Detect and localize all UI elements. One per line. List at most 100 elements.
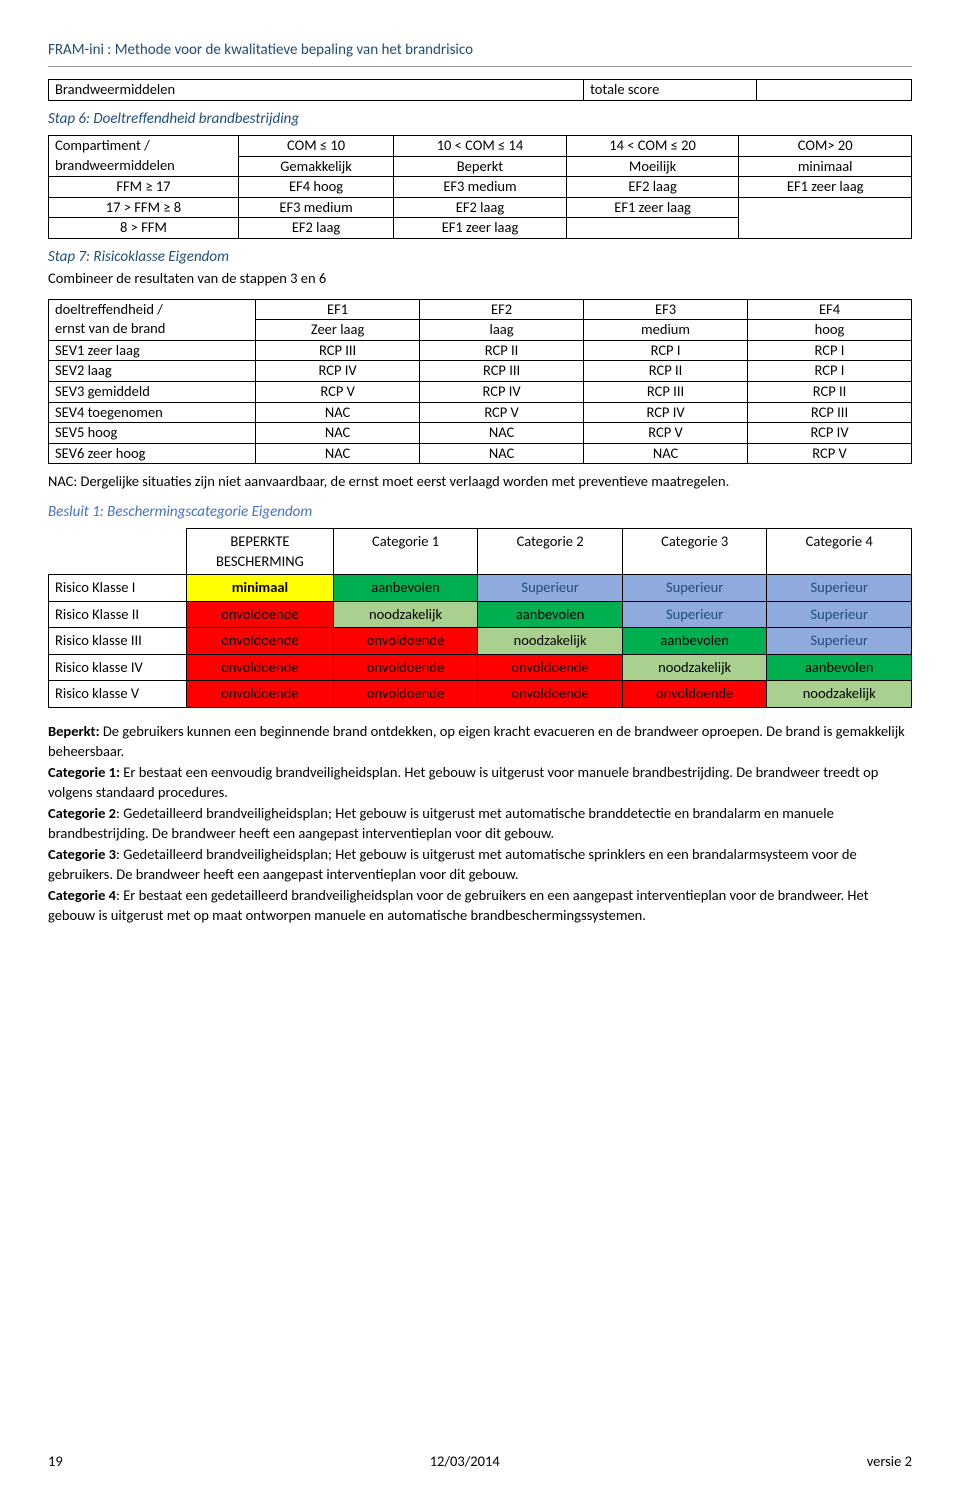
cell: noodzakelijk [333, 601, 478, 628]
definition-text: : Gedetailleerd brandveiligheidsplan; He… [48, 804, 834, 842]
cell: RCP II [420, 340, 584, 361]
cell: Gemakkelijk [238, 156, 393, 177]
table-step7: doeltreffendheid / ernst van de brand EF… [48, 299, 912, 465]
nac-note: NAC: Dergelijke situaties zijn niet aanv… [48, 472, 912, 492]
cell: onvoldoende [333, 654, 478, 681]
table-row: SEV4 toegenomenNACRCP VRCP IVRCP III [49, 402, 912, 423]
cell: onvoldoende [187, 681, 334, 708]
cell: noodzakelijk [767, 681, 912, 708]
cell-row-label: Risico klasse III [49, 628, 187, 655]
cell: laag [420, 320, 584, 341]
cell: Categorie 1 [333, 529, 478, 575]
cell: Compartiment / brandweermiddelen [49, 136, 239, 177]
cell-text: Compartiment / [55, 136, 150, 154]
table-row: doeltreffendheid / ernst van de brand EF… [49, 299, 912, 320]
cell: onvoldoende [622, 681, 767, 708]
cell: EF2 laag [566, 177, 739, 198]
cell: noodzakelijk [478, 628, 623, 655]
footer-page: 19 [48, 1452, 63, 1472]
cell: 17 > FFM ≥ 8 [49, 197, 239, 218]
cell: EF3 medium [238, 197, 393, 218]
cell: NAC [256, 402, 420, 423]
cell: RCP III [420, 361, 584, 382]
cell: aanbevolen [333, 575, 478, 602]
cell: onvoldoende [333, 628, 478, 655]
document-header: FRAM-ini : Methode voor de kwalitatieve … [48, 40, 912, 67]
table-brandweermiddelen: Brandweermiddelen totale score [48, 79, 912, 101]
cell-text: brandweermiddelen [55, 156, 175, 174]
definition-text: : Gedetailleerd brandveiligheidsplan; He… [48, 845, 857, 883]
cell: NAC [256, 443, 420, 464]
cell: aanbevolen [478, 601, 623, 628]
cell: RCP III [256, 340, 420, 361]
cell: Categorie 3 [622, 529, 767, 575]
cell: totale score [584, 80, 757, 101]
cell: EF1 [256, 299, 420, 320]
table-row: SEV5 hoogNACNACRCP VRCP IV [49, 423, 912, 444]
cell: RCP III [748, 402, 912, 423]
cell: BEPERKTE BESCHERMING [187, 529, 334, 575]
cell: EF3 [584, 299, 748, 320]
step7-heading: Stap 7: Risicoklasse Eigendom [48, 247, 912, 267]
cell: SEV2 laag [49, 361, 256, 382]
cell: onvoldoende [333, 681, 478, 708]
cell [739, 197, 912, 238]
cell: EF3 medium [394, 177, 567, 198]
cell: 10 < COM ≤ 14 [394, 136, 567, 157]
cell: Moeilijk [566, 156, 739, 177]
cell: EF4 hoog [238, 177, 393, 198]
cell: RCP I [748, 340, 912, 361]
definition-text: Er bestaat een eenvoudig brandveiligheid… [48, 763, 878, 801]
cell: EF1 zeer laag [394, 218, 567, 239]
step6-heading: Stap 6: Doeltreffendheid brandbestrijdin… [48, 109, 912, 129]
cell: Superieur [622, 575, 767, 602]
definition-item: Categorie 4: Er bestaat een gedetailleer… [48, 886, 912, 925]
cell [49, 529, 187, 575]
cell: noodzakelijk [622, 654, 767, 681]
cell: RCP IV [420, 381, 584, 402]
cell: Superieur [767, 601, 912, 628]
cell-row-label: Risico klasse IV [49, 654, 187, 681]
table-row: Risico klasse IVonvoldoendeonvoldoendeon… [49, 654, 912, 681]
table-row: 17 > FFM ≥ 8 EF3 medium EF2 laag EF1 zee… [49, 197, 912, 218]
cell: RCP V [256, 381, 420, 402]
cell: Zeer laag [256, 320, 420, 341]
cell: SEV3 gemiddeld [49, 381, 256, 402]
cell: minimaal [739, 156, 912, 177]
cell: RCP III [584, 381, 748, 402]
cell: doeltreffendheid / ernst van de brand [49, 299, 256, 340]
cell: onvoldoende [478, 681, 623, 708]
table-row: Compartiment / brandweermiddelen COM ≤ 1… [49, 136, 912, 157]
definition-term: Categorie 3 [48, 845, 116, 863]
cell: Superieur [478, 575, 623, 602]
table-row: Risico Klasse IIonvoldoendenoodzakelijka… [49, 601, 912, 628]
cell: Superieur [767, 575, 912, 602]
cell: NAC [420, 443, 584, 464]
cell: FFM ≥ 17 [49, 177, 239, 198]
definition-item: Categorie 2: Gedetailleerd brandveilighe… [48, 804, 912, 843]
cell: RCP I [748, 361, 912, 382]
cell-row-label: Risico klasse V [49, 681, 187, 708]
step7-subtext: Combineer de resultaten van de stappen 3… [48, 269, 912, 289]
cell: EF4 [748, 299, 912, 320]
cell: RCP I [584, 340, 748, 361]
cell: 8 > FFM [49, 218, 239, 239]
cell: SEV6 zeer hoog [49, 443, 256, 464]
cell: SEV4 toegenomen [49, 402, 256, 423]
table-row: BEPERKTE BESCHERMING Categorie 1 Categor… [49, 529, 912, 575]
definitions-block: Beperkt: De gebruikers kunnen een beginn… [48, 722, 912, 926]
cell-text: ernst van de brand [55, 319, 165, 337]
cell: RCP V [748, 443, 912, 464]
cell: RCP II [584, 361, 748, 382]
cell: EF1 zeer laag [566, 197, 739, 218]
cell: onvoldoende [187, 654, 334, 681]
cell: RCP V [420, 402, 584, 423]
definition-term: Categorie 2 [48, 804, 116, 822]
cell [756, 80, 911, 101]
cell: EF2 laag [238, 218, 393, 239]
cell: Superieur [622, 601, 767, 628]
table-step6: Compartiment / brandweermiddelen COM ≤ 1… [48, 135, 912, 239]
table-row: Risico klasse Vonvoldoendeonvoldoendeonv… [49, 681, 912, 708]
table-row: SEV1 zeer laagRCP IIIRCP IIRCP IRCP I [49, 340, 912, 361]
table-row: Brandweermiddelen totale score [49, 80, 912, 101]
